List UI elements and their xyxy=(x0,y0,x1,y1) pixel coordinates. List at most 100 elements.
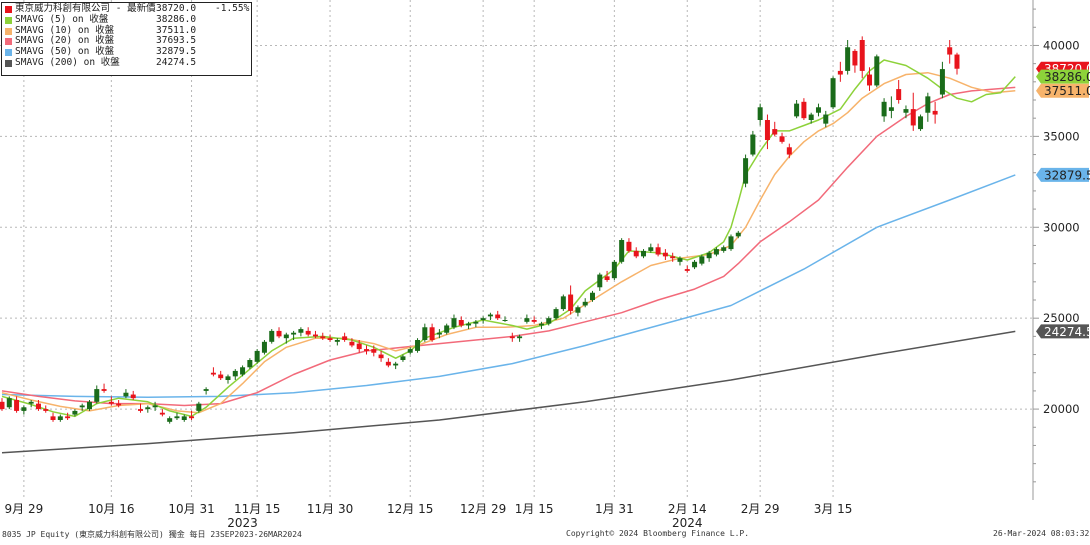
legend-swatch xyxy=(5,59,12,67)
candle-body xyxy=(415,340,421,351)
candle-body xyxy=(261,341,267,353)
candle-body xyxy=(582,301,588,306)
candle-body xyxy=(94,389,100,402)
legend-label: SMAVG (10) on 收盤 xyxy=(15,24,115,36)
legend-item-smavg20: SMAVG (20) on 收盤 37693.5 xyxy=(5,36,249,47)
candle-body xyxy=(728,236,734,250)
candle-body xyxy=(670,256,676,259)
candle-body xyxy=(210,372,216,375)
legend-value: 37693.5 xyxy=(156,35,197,47)
price-tag xyxy=(1036,83,1089,98)
candle-body xyxy=(597,274,603,288)
candle-body xyxy=(276,330,282,337)
legend-value: 38720.0 xyxy=(156,3,197,14)
candle-body xyxy=(123,392,129,397)
legend-item-smavg5: SMAVG (5) on 收盤 38286.0 xyxy=(5,14,249,26)
candle-body xyxy=(619,240,625,262)
candle-body xyxy=(240,367,246,375)
candle-body xyxy=(225,376,231,380)
x-tick-label: 2月 14 xyxy=(668,502,707,516)
x-tick-label: 10月 31 xyxy=(168,502,214,516)
candle-body xyxy=(28,401,34,404)
candle-body xyxy=(269,330,275,342)
candle-body xyxy=(772,129,778,135)
candle-body xyxy=(247,360,253,368)
candle-body xyxy=(502,320,508,321)
candle-body xyxy=(531,320,537,322)
candle-body xyxy=(152,405,158,408)
candle-body xyxy=(378,354,384,359)
candle-body xyxy=(903,109,909,113)
candle-body xyxy=(925,96,931,113)
candle-body xyxy=(750,134,756,155)
legend-label: SMAVG (200) on 收盤 xyxy=(15,56,120,68)
price-tag-label: 38286.0 xyxy=(1044,70,1090,84)
candle-body xyxy=(181,416,187,420)
candle-body xyxy=(823,114,829,124)
y-tick-label: 30000 xyxy=(1043,220,1080,234)
candle-body xyxy=(65,416,71,419)
candle-body xyxy=(764,120,770,140)
candle-body xyxy=(189,416,195,419)
candle-body xyxy=(538,323,544,326)
price-tag xyxy=(1036,167,1089,182)
candle-body xyxy=(86,401,92,410)
candle-body xyxy=(138,409,144,411)
candle-body xyxy=(57,416,63,420)
legend-item-smavg10: SMAVG (10) on 收盤 37511.0 xyxy=(5,24,249,37)
candle-body xyxy=(327,338,333,340)
x-tick-label: 11月 30 xyxy=(307,502,353,516)
legend-value: 37511.0 xyxy=(156,24,197,36)
candle-body xyxy=(429,327,435,340)
price-tag-label: 37511.0 xyxy=(1044,84,1090,98)
candle-body xyxy=(589,292,595,300)
x-year-label: 2024 xyxy=(672,516,703,530)
candle-body xyxy=(291,332,297,335)
candle-body xyxy=(611,261,617,279)
candle-body xyxy=(954,54,960,69)
series-line xyxy=(1,330,1016,454)
candle-body xyxy=(0,401,5,410)
x-tick-label: 1月 31 xyxy=(595,502,634,516)
candle-body xyxy=(808,114,814,120)
candle-body xyxy=(232,370,238,377)
candle-body xyxy=(487,314,493,317)
candle-body xyxy=(677,258,683,262)
candle-body xyxy=(145,407,151,410)
candle-body xyxy=(342,336,348,340)
candle-body xyxy=(517,336,523,339)
legend-value: 24274.5 xyxy=(156,56,197,68)
legend-label: SMAVG (20) on 收盤 xyxy=(15,35,115,47)
series-line xyxy=(1,71,1016,414)
x-year-label: 2023 xyxy=(227,516,258,530)
candle-body xyxy=(743,158,749,184)
candle-body xyxy=(560,296,566,310)
candle-body xyxy=(436,332,442,335)
candle-body xyxy=(393,363,399,366)
x-tick-label: 3月 15 xyxy=(814,502,853,516)
candle-body xyxy=(721,247,727,251)
y-tick-label: 20000 xyxy=(1043,402,1080,416)
candle-body xyxy=(910,109,916,126)
candle-body xyxy=(298,329,304,333)
legend-swatch xyxy=(5,16,12,24)
candle-body xyxy=(801,101,807,119)
candle-body xyxy=(407,349,413,353)
candle-body xyxy=(786,147,792,155)
candle-body xyxy=(108,401,114,404)
footer-timestamp: 26-Mar-2024 08:03:32 xyxy=(993,529,1090,538)
legend: 東京威力科創有限公司 - 最新價 38720.0 -1.55% SMAVG (5… xyxy=(1,2,252,76)
candle-body xyxy=(349,341,355,346)
y-tick-label: 40000 xyxy=(1043,38,1080,52)
candle-body xyxy=(218,374,224,379)
candle-body xyxy=(699,256,705,264)
candle-body xyxy=(815,107,821,113)
candle-body xyxy=(626,241,632,251)
candle-body xyxy=(735,232,741,237)
candle-body xyxy=(852,50,858,66)
candle-body xyxy=(473,321,479,324)
candle-body xyxy=(254,350,260,362)
price-tag xyxy=(1036,324,1089,339)
legend-swatch xyxy=(5,6,12,13)
